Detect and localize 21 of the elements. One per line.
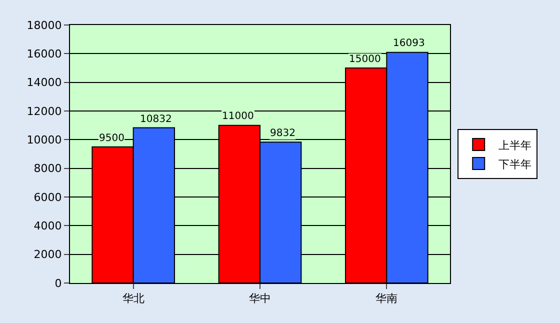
data-label: 11000: [222, 111, 254, 122]
y-tick-label: 16000: [26, 48, 62, 61]
y-tick-label: 0: [54, 276, 62, 290]
data-label: 15000: [349, 54, 381, 65]
x-tick-label: 华南: [376, 292, 398, 306]
legend-label: 下半年: [498, 158, 532, 171]
y-tick-label: 18000: [26, 18, 62, 32]
y-tick-label: 12000: [26, 104, 62, 118]
data-label: 9832: [270, 128, 296, 139]
y-tick-label: 2000: [34, 248, 62, 262]
x-tick-label: 华北: [122, 292, 144, 306]
y-tick-label: 8000: [34, 162, 62, 176]
data-label: 9500: [99, 133, 124, 144]
x-tick-label: 华中: [249, 292, 271, 306]
legend-label: 上半年: [498, 138, 532, 152]
y-tick-label: 14000: [26, 76, 62, 90]
y-tick-label: 4000: [34, 220, 62, 233]
data-label: 10832: [140, 114, 172, 125]
data-label: 16093: [393, 38, 425, 49]
y-tick-label: 10000: [26, 134, 62, 147]
y-tick-label: 6000: [34, 190, 62, 204]
